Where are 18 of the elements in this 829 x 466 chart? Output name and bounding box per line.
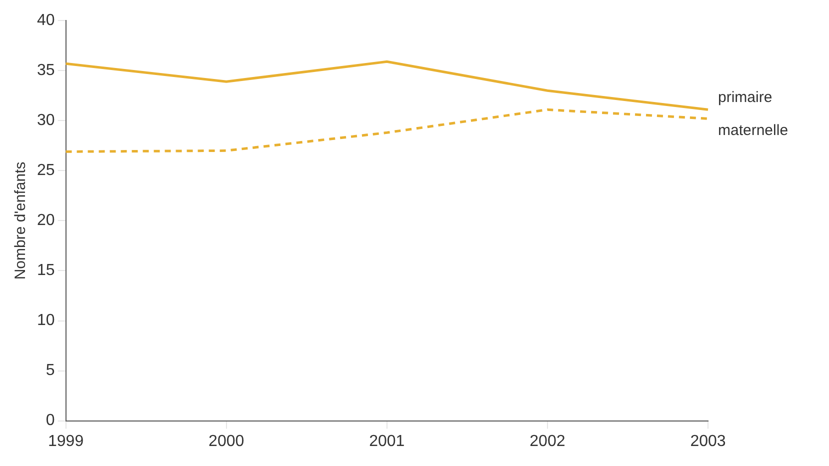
x-tick-label: 2000 — [208, 432, 244, 450]
y-tick-label: 30 — [37, 112, 55, 130]
y-tick-label: 0 — [46, 412, 55, 430]
x-tick-label: 1999 — [48, 432, 84, 450]
y-tick-label: 35 — [37, 62, 55, 80]
x-tick-label: 2003 — [690, 432, 726, 450]
y-tick-label: 15 — [37, 262, 55, 280]
y-tick-label: 25 — [37, 162, 55, 180]
series-label: primaire — [718, 88, 772, 106]
y-axis-title: Nombre d'enfants — [12, 162, 30, 280]
y-tick-label: 10 — [37, 312, 55, 330]
line-series — [64, 108, 710, 153]
x-tick-label: 2001 — [369, 432, 405, 450]
y-tick-label: 20 — [37, 212, 55, 230]
series-label: maternelle — [718, 122, 788, 139]
x-tick-label: 2002 — [530, 432, 566, 450]
y-tick-label: 5 — [46, 362, 55, 380]
y-tick-label: 40 — [37, 12, 55, 30]
